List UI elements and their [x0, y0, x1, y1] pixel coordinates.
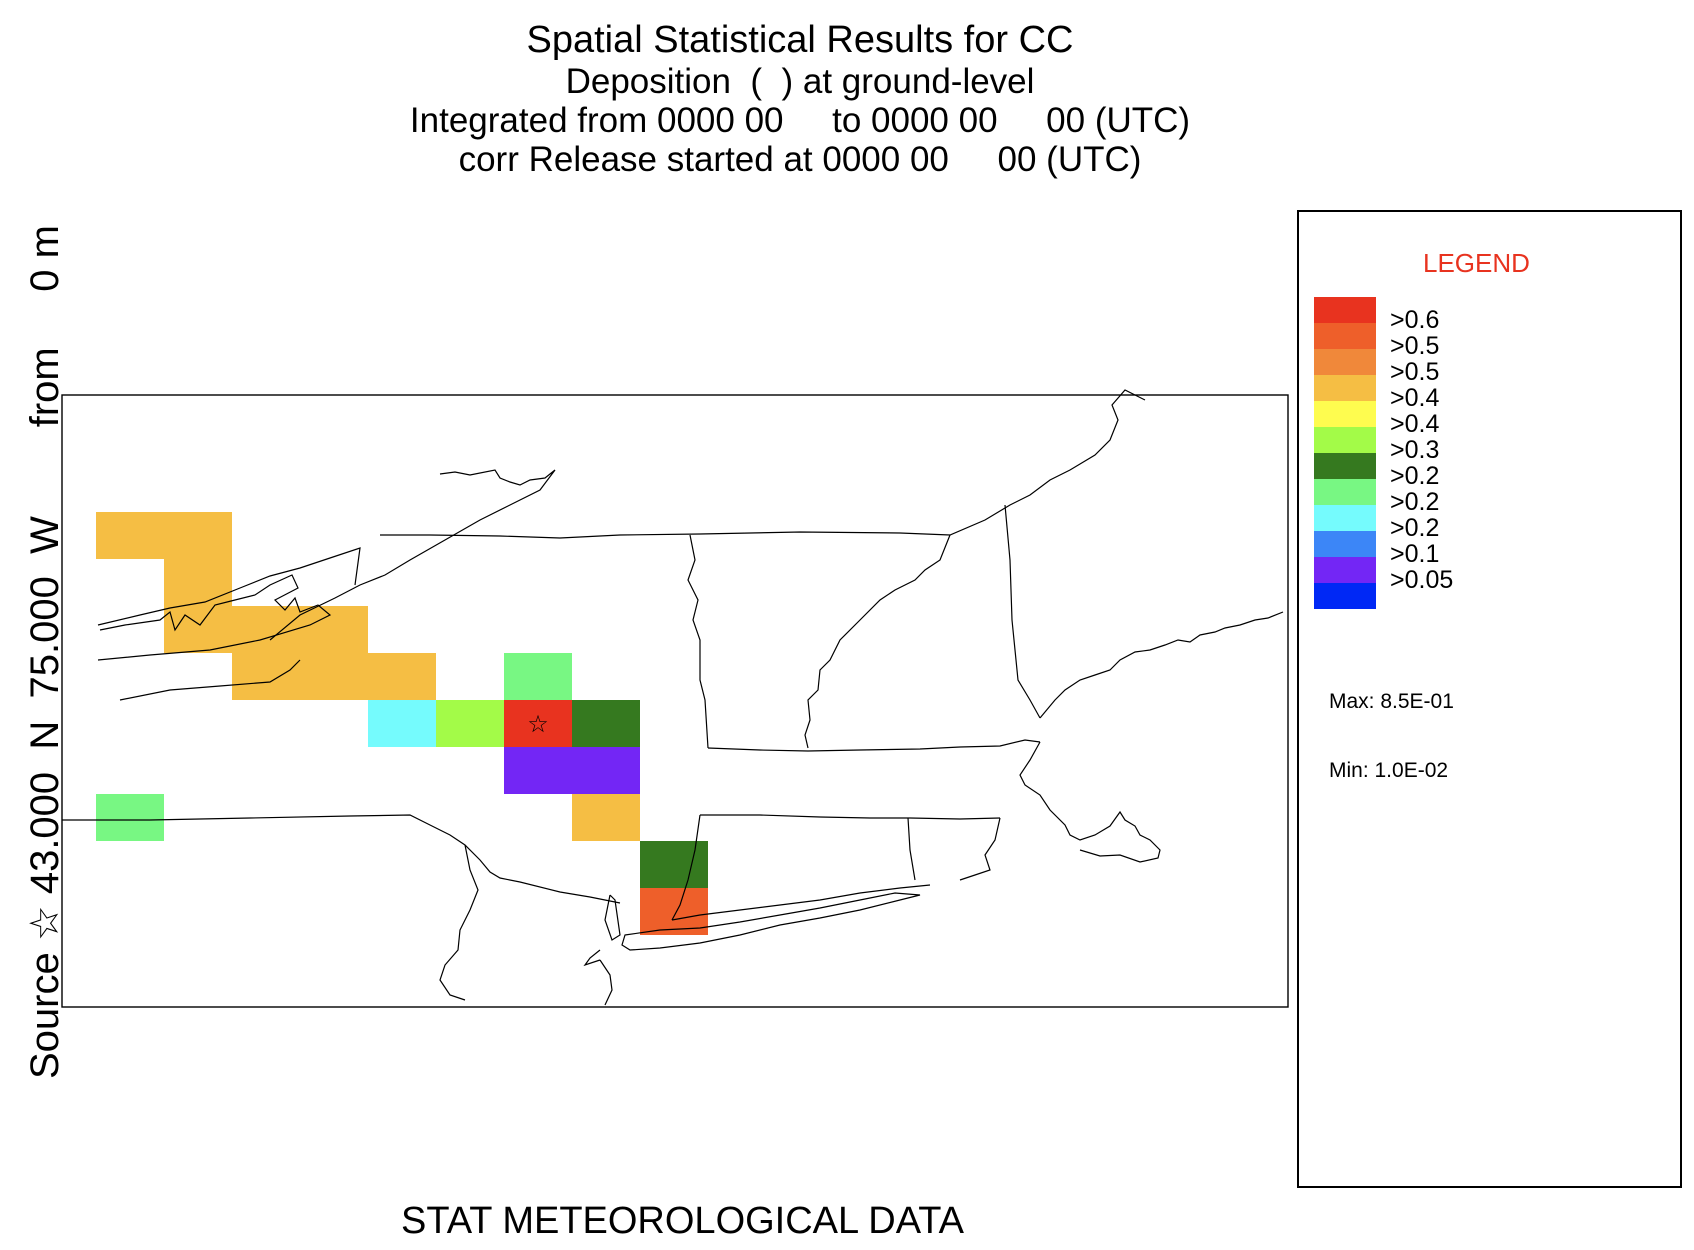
grid-cell: [368, 700, 436, 747]
lake-erie-shore: [119, 659, 301, 701]
ma-coast: [1019, 741, 1161, 863]
title-deposition: Deposition ( ) at ground-level: [565, 62, 1035, 101]
nh-me-border: [1004, 504, 1041, 719]
legend-label: >0.3: [1390, 436, 1440, 464]
grid-cell: [640, 841, 708, 888]
ct-coast: [671, 884, 931, 921]
lake-ontario-north-shore: [97, 547, 361, 626]
legend-swatch: [1314, 453, 1376, 479]
legend-swatch: [1314, 427, 1376, 453]
st-lawrence-river: [269, 469, 556, 641]
legend-swatch: [1314, 297, 1376, 323]
legend-title: LEGEND: [1423, 248, 1530, 278]
grid-cell: [504, 700, 572, 747]
legend-swatch: [1314, 479, 1376, 505]
legend-min: Min: 1.0E-02: [1329, 759, 1449, 782]
grid-cell: [164, 512, 232, 559]
concentration-grid: [96, 512, 708, 935]
grid-cell: [232, 606, 300, 653]
grid-cell: [300, 606, 368, 653]
ma-ct-border: [700, 814, 1001, 820]
legend-label: >0.2: [1390, 514, 1440, 542]
hudson-river-nyc: [583, 894, 621, 967]
title-release-time: corr Release started at 0000 00 00 (UTC): [458, 140, 1142, 179]
nj-coast: [599, 959, 613, 1006]
lake-ontario-shoreline: [97, 574, 332, 661]
plot-title: Spatial Statistical Results for CC Depos…: [0, 18, 1600, 179]
legend-swatch: [1314, 531, 1376, 557]
legend-swatch: [1314, 401, 1376, 427]
legend-swatch: [1314, 349, 1376, 375]
map-boundaries: [62, 389, 1284, 1006]
legend-max: Max: 8.5E-01: [1329, 690, 1454, 713]
legend-panel: LEGEND >0.6 >0.5 >0.5 >0.4 >0.4 >0.3 >0.2 >0.2 >…: [1297, 210, 1682, 1188]
legend-swatch: [1314, 583, 1376, 609]
grid-cell: [436, 700, 504, 747]
title-integration-period: Integrated from 0000 00 to 0000 00 00 (U…: [409, 101, 1191, 140]
ct-ri-border: [907, 817, 916, 881]
ri-coast: [959, 817, 1001, 881]
grid-cell: [164, 559, 232, 606]
grid-cell: [504, 747, 572, 794]
title-main: Spatial Statistical Results for CC: [526, 19, 1074, 61]
legend-label: >0.1: [1390, 540, 1440, 568]
grid-cell: [640, 888, 708, 935]
grid-cell: [572, 747, 640, 794]
legend-swatch: [1314, 505, 1376, 531]
grid-cell: [300, 653, 368, 700]
legend-label: >0.4: [1390, 410, 1440, 438]
legend-label: >0.2: [1390, 462, 1440, 490]
grid-cell: [504, 653, 572, 700]
legend-label: >0.4: [1390, 384, 1440, 412]
ma-northern-border: [707, 739, 1041, 752]
grid-cell: [164, 606, 232, 653]
source-marker-star: ☆: [527, 710, 549, 738]
grid-cell: [232, 653, 300, 700]
grid-cell: [572, 794, 640, 841]
legend-swatch: [1314, 375, 1376, 401]
maine-coast: [1039, 611, 1284, 719]
grid-cell: [572, 700, 640, 747]
long-island: [621, 892, 921, 951]
canada-border: [380, 389, 1146, 539]
ny-ct-border: [671, 814, 701, 921]
footer-caption: STAT METEOROLOGICAL DATA: [400, 1200, 965, 1242]
legend-stats: Max: 8.5E-01 Min: 1.0E-02: [1329, 644, 1454, 828]
legend-swatch: [1314, 323, 1376, 349]
grid-cell: [96, 512, 164, 559]
grid-cell: [368, 653, 436, 700]
legend-label: >0.05: [1390, 566, 1454, 594]
nj-pa-border: [439, 844, 479, 1001]
legend-label: >0.5: [1390, 332, 1440, 360]
grid-cell: [96, 794, 164, 841]
vt-nh-border: [804, 534, 951, 749]
legend-label: >0.5: [1390, 358, 1440, 386]
legend-swatch: [1314, 557, 1376, 583]
ny-vt-border: [687, 534, 709, 749]
map-frame: [61, 394, 1289, 1008]
legend-label: >0.6: [1390, 306, 1440, 334]
legend-label: >0.2: [1390, 488, 1440, 516]
